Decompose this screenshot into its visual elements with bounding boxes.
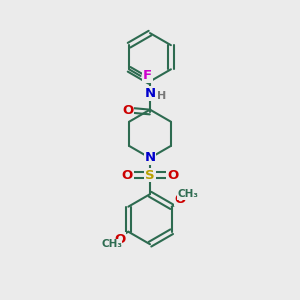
Text: CH₃: CH₃ <box>101 239 122 249</box>
Text: O: O <box>114 233 125 246</box>
Text: H: H <box>157 91 166 101</box>
Text: O: O <box>122 169 133 182</box>
Text: S: S <box>145 169 155 182</box>
Text: CH₃: CH₃ <box>177 190 198 200</box>
Text: N: N <box>144 152 156 164</box>
Text: N: N <box>144 87 156 100</box>
Text: O: O <box>167 169 178 182</box>
Text: O: O <box>175 193 186 206</box>
Text: F: F <box>142 69 152 82</box>
Text: O: O <box>122 104 134 117</box>
